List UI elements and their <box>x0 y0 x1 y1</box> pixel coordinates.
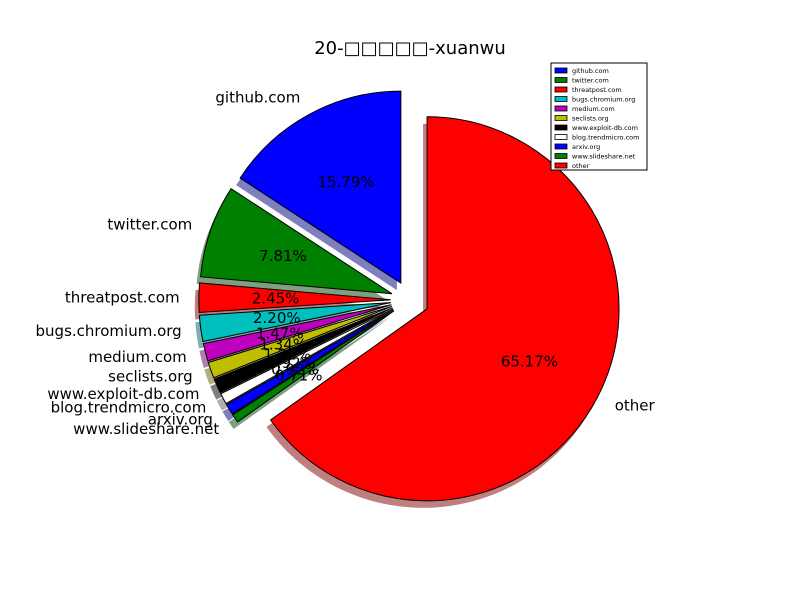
legend-swatch-www-slideshare-net <box>554 153 568 159</box>
legend-label-www-slideshare-net: www.slideshare.net <box>572 153 636 161</box>
legend-label-seclists-org: seclists.org <box>572 115 609 123</box>
slice-label-threatpost-com: threatpost.com <box>65 288 180 306</box>
legend-swatch-arxiv-org <box>554 143 568 150</box>
slice-label-arxiv-org: arxiv.org <box>148 410 213 428</box>
pct-label-blog-trendmicro-com: 0.92% <box>267 354 315 372</box>
legend-label-twitter-com: twitter.com <box>572 77 609 85</box>
legend-label-www-exploit-db-com: www.exploit-db.com <box>572 124 638 132</box>
legend-swatch-threatpost-com <box>554 86 568 93</box>
legend-swatch-twitter-com <box>554 77 568 83</box>
pct-label-github-com: 15.79% <box>317 173 374 191</box>
slice-www-exploit-db-com <box>213 307 393 394</box>
pct-label-medium-com: 1.47% <box>256 324 304 342</box>
slice-medium-com <box>202 304 392 362</box>
legend-label-threatpost-com: threatpost.com <box>572 86 622 94</box>
legend-label-other: other <box>572 162 590 170</box>
slice-shadow-www-slideshare-net <box>228 317 391 429</box>
legend-swatch-github-com <box>554 67 568 74</box>
legend-swatch-blog-trendmicro-com <box>554 134 568 140</box>
legend-label-arxiv-org: arxiv.org <box>572 143 600 151</box>
slice-label-seclists-org: seclists.org <box>108 368 193 386</box>
pct-label-www-exploit-db-com: 1.22% <box>263 346 311 364</box>
slice-label-twitter-com: twitter.com <box>107 216 192 234</box>
legend-swatch-medium-com <box>554 105 568 112</box>
slice-label-other: other <box>615 397 656 415</box>
slice-seclists-org <box>207 305 393 379</box>
slice-label-www-exploit-db-com: www.exploit-db.com <box>47 385 199 403</box>
legend-label-bugs-chromium-org: bugs.chromium.org <box>572 96 635 104</box>
label-layer: github.com 15.79% twitter.com 7.81% threatpo… <box>36 88 656 438</box>
legend-swatch-other <box>554 162 568 169</box>
slice-label-github-com: github.com <box>215 88 300 106</box>
slice-github-com <box>239 90 402 285</box>
legend-label-blog-trendmicro-com: blog.trendmicro.com <box>572 134 639 142</box>
slice-blog-trendmicro-com <box>220 308 394 405</box>
slice-layer <box>198 90 620 502</box>
pct-label-seclists-org: 1.34% <box>259 336 307 354</box>
slice-bugs-chromium-org <box>198 302 392 343</box>
legend-swatch-seclists-org <box>554 115 568 121</box>
slice-arxiv-org <box>225 309 394 415</box>
legend-swatch-bugs-chromium-org <box>554 96 568 102</box>
slice-label-bugs-chromium-org: bugs.chromium.org <box>36 322 182 340</box>
pct-label-other: 65.17% <box>501 353 558 371</box>
slice-label-medium-com: medium.com <box>88 348 186 366</box>
slice-label-www-slideshare-net: www.slideshare.net <box>73 420 219 438</box>
legend-label-github-com: github.com <box>572 67 609 75</box>
slice-twitter-com <box>200 188 393 295</box>
pct-label-twitter-com: 7.81% <box>259 247 307 265</box>
legend-label-medium-com: medium.com <box>572 105 615 113</box>
slice-www-slideshare-net <box>232 310 395 423</box>
slice-threatpost-com <box>198 282 391 313</box>
slice-label-blog-trendmicro-com: blog.trendmicro.com <box>51 399 207 417</box>
legend-swatch-www-exploit-db-com <box>554 124 568 131</box>
chart-title: 20-□□□□□-xuanwu <box>314 38 506 59</box>
pct-label-www-slideshare-net: 0.71% <box>275 366 323 384</box>
pct-label-arxiv-org: 0.92% <box>271 361 319 379</box>
pct-label-bugs-chromium-org: 2.20% <box>253 309 301 327</box>
pct-label-threatpost-com: 2.45% <box>252 290 300 308</box>
slice-other <box>269 116 620 502</box>
